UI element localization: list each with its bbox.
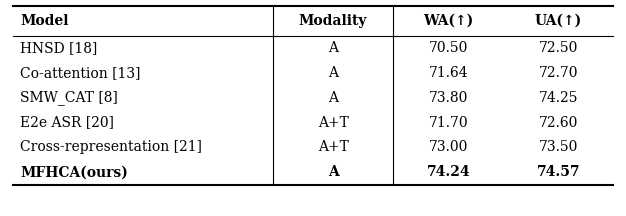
- Text: 72.70: 72.70: [538, 66, 578, 80]
- Text: A: A: [328, 66, 338, 80]
- Text: A: A: [328, 41, 338, 55]
- Text: E2e ASR [20]: E2e ASR [20]: [20, 116, 114, 130]
- Text: Model: Model: [20, 14, 68, 28]
- Text: A: A: [327, 165, 339, 179]
- Text: A+T: A+T: [317, 140, 349, 154]
- Text: 72.50: 72.50: [539, 41, 578, 55]
- Text: 70.50: 70.50: [429, 41, 468, 55]
- Text: 74.24: 74.24: [426, 165, 470, 179]
- Text: 71.70: 71.70: [428, 116, 468, 130]
- Text: 74.57: 74.57: [536, 165, 580, 179]
- Text: A+T: A+T: [317, 116, 349, 130]
- Text: Modality: Modality: [299, 14, 367, 28]
- Text: WA(↑): WA(↑): [423, 14, 473, 28]
- Text: 74.25: 74.25: [538, 91, 578, 105]
- Text: 71.64: 71.64: [428, 66, 468, 80]
- Text: 73.80: 73.80: [429, 91, 468, 105]
- Text: HNSD [18]: HNSD [18]: [20, 41, 98, 55]
- Text: MFHCA(ours): MFHCA(ours): [20, 165, 128, 179]
- Text: Co-attention [13]: Co-attention [13]: [20, 66, 140, 80]
- Text: Cross-representation [21]: Cross-representation [21]: [20, 140, 202, 154]
- Text: SMW_CAT [8]: SMW_CAT [8]: [20, 90, 118, 105]
- Text: A: A: [328, 91, 338, 105]
- Text: UA(↑): UA(↑): [535, 14, 582, 28]
- Text: 73.50: 73.50: [539, 140, 578, 154]
- Text: 73.00: 73.00: [429, 140, 468, 154]
- Text: 72.60: 72.60: [539, 116, 578, 130]
